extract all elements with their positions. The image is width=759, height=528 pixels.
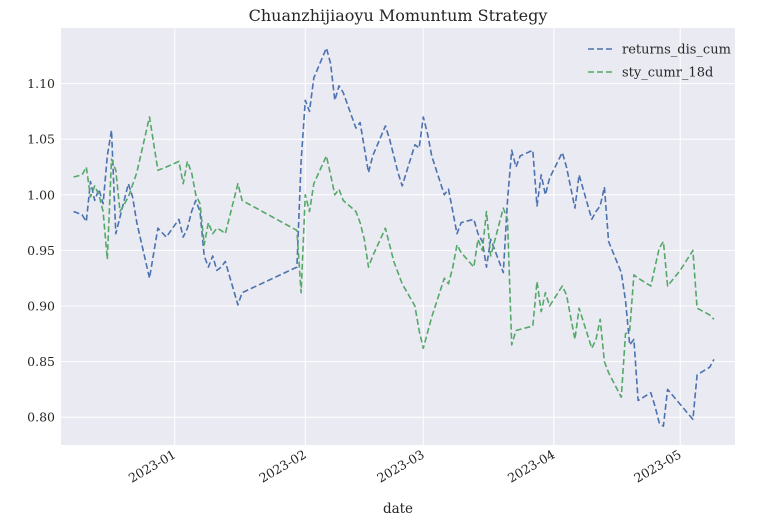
y-axis-ticks: 0.80 0.85 0.90 0.95 1.00 1.05 1.10	[27, 76, 55, 425]
series-line-sty-cumr-18d	[73, 116, 715, 399]
series-line-returns-dis-cum	[73, 47, 715, 427]
legend: returns_dis_cum sty_cumr_18d	[588, 43, 731, 81]
y-tick-label: 1.05	[27, 132, 55, 147]
legend-label: sty_cumr_18d	[622, 66, 713, 81]
series-lines	[73, 47, 715, 427]
y-tick-label: 0.95	[27, 243, 55, 258]
plot-area	[61, 28, 735, 445]
legend-label: returns_dis_cum	[622, 43, 731, 58]
x-axis-label: date	[383, 501, 413, 517]
y-tick-label: 0.80	[27, 410, 55, 425]
y-tick-label: 1.10	[27, 76, 55, 91]
chart-title: Chuanzhijiaoyu Momuntum Strategy	[249, 6, 548, 25]
grid-lines	[61, 28, 735, 445]
y-tick-label: 0.90	[27, 299, 55, 314]
y-tick-label: 0.85	[27, 354, 55, 369]
y-tick-label: 1.00	[27, 187, 55, 202]
